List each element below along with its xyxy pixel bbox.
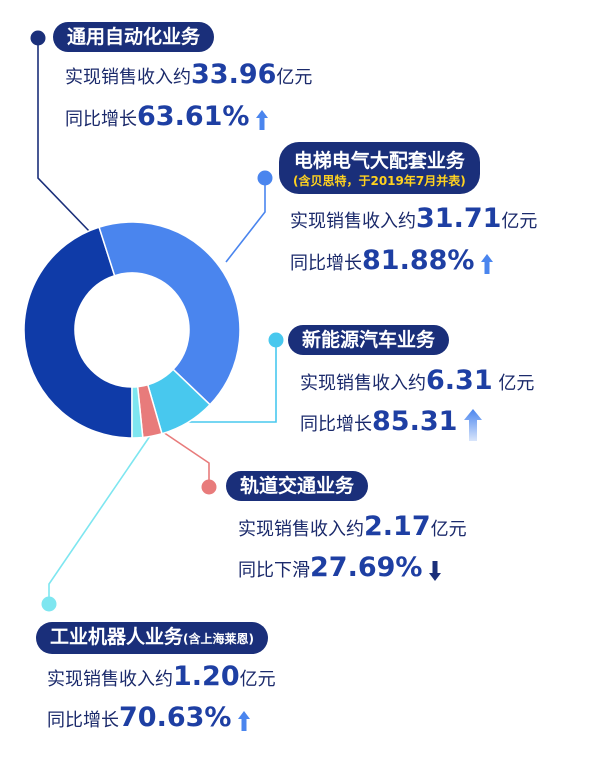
up-arrow-icon <box>238 711 251 731</box>
revenue-label: 实现销售收入约 <box>300 373 426 394</box>
up-arrow-icon <box>464 409 483 441</box>
connector-line-rail-transit <box>159 429 210 487</box>
revenue-value: 33.96 <box>191 59 277 90</box>
donut-slice-general-automation <box>23 226 133 439</box>
revenue-value: 6.31 <box>426 365 493 396</box>
legend-dot-general-automation <box>30 30 46 46</box>
revenue-value: 31.71 <box>416 203 502 234</box>
revenue-label: 实现销售收入约 <box>290 211 416 232</box>
growth-value: 70.63% <box>119 702 232 733</box>
revenue-label: 实现销售收入约 <box>47 669 173 690</box>
growth-line-rail-transit: 同比下滑27.69% <box>238 551 442 588</box>
revenue-label: 实现销售收入约 <box>238 519 364 540</box>
legend-dot-rail-transit <box>201 479 217 495</box>
growth-value: 63.61% <box>137 101 250 132</box>
revenue-unit: 亿元 <box>501 211 538 232</box>
segment-title-rail-transit: 轨道交通业务 <box>226 471 369 501</box>
revenue-unit: 亿元 <box>276 67 313 88</box>
revenue-line-elevator: 实现销售收入约31.71亿元 <box>290 202 537 239</box>
revenue-line-rail-transit: 实现销售收入约2.17亿元 <box>238 510 467 547</box>
revenue-line-industrial-robot: 实现销售收入约1.20亿元 <box>47 660 276 697</box>
legend-dot-industrial-robot <box>41 596 57 612</box>
growth-line-general-automation: 同比增长63.61% <box>65 100 269 137</box>
connector-line-elevator <box>225 178 266 263</box>
growth-value: 27.69% <box>310 552 423 583</box>
segment-title-text: 电梯电气大配套业务 <box>293 150 465 172</box>
donut-slices <box>23 221 241 439</box>
segment-title-elevator: 电梯电气大配套业务 (含贝思特，于2019年7月并表) <box>279 142 480 194</box>
segment-title-industrial-robot: 工业机器人业务(含上海莱恩) <box>36 622 268 654</box>
donut-slice-industrial-robot <box>131 385 144 439</box>
revenue-unit: 亿元 <box>430 519 467 540</box>
segment-note: (含上海莱恩) <box>183 632 254 646</box>
segment-title-new-energy: 新能源汽车业务 <box>288 325 450 355</box>
legend-dot-elevator <box>257 170 273 186</box>
growth-line-elevator: 同比增长81.88% <box>290 244 494 281</box>
growth-label: 同比增长 <box>47 710 119 731</box>
revenue-value: 2.17 <box>364 511 431 542</box>
connector-line-new-energy <box>186 340 277 423</box>
down-arrow-icon <box>429 561 442 581</box>
segment-title-text: 工业机器人业务 <box>50 626 184 648</box>
up-arrow-icon <box>256 110 269 130</box>
growth-label: 同比增长 <box>300 414 372 435</box>
growth-label: 同比下滑 <box>238 560 310 581</box>
revenue-value: 1.20 <box>173 661 240 692</box>
segment-title-general-automation: 通用自动化业务 <box>53 22 215 52</box>
revenue-unit: 亿元 <box>498 373 535 394</box>
growth-value: 85.31 <box>372 406 458 437</box>
growth-line-new-energy: 同比增长85.31 <box>300 405 483 442</box>
revenue-line-general-automation: 实现销售收入约33.96亿元 <box>65 58 312 95</box>
up-arrow-icon <box>481 254 494 274</box>
legend-dots <box>30 30 284 612</box>
growth-line-industrial-robot: 同比增长70.63% <box>47 701 251 738</box>
revenue-label: 实现销售收入约 <box>65 67 191 88</box>
growth-value: 81.88% <box>362 245 475 276</box>
donut-slice-elevator <box>98 221 241 406</box>
legend-dot-new-energy <box>268 332 284 348</box>
revenue-unit: 亿元 <box>239 669 276 690</box>
segment-subtitle: (含贝思特，于2019年7月并表) <box>293 174 466 188</box>
growth-label: 同比增长 <box>290 253 362 274</box>
revenue-line-new-energy: 实现销售收入约6.31 亿元 <box>300 364 534 401</box>
growth-label: 同比增长 <box>65 109 137 130</box>
connector-line-industrial-robot <box>48 435 151 604</box>
connector-line-general-automation <box>37 38 91 233</box>
